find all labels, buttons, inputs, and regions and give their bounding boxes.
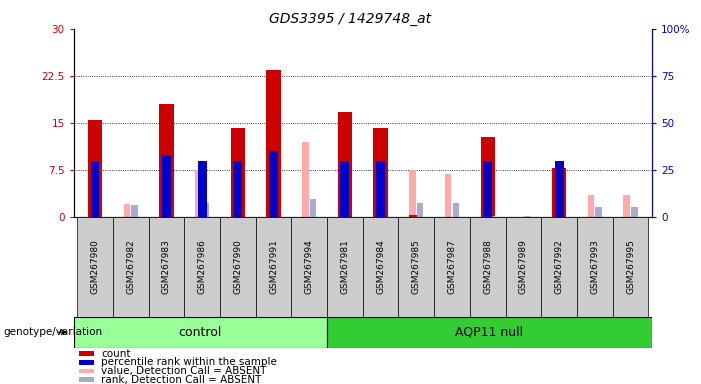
Bar	[417, 203, 423, 217]
Bar	[195, 170, 201, 217]
Bar	[524, 216, 531, 217]
Bar	[233, 161, 243, 217]
Bar	[79, 369, 94, 374]
FancyBboxPatch shape	[613, 217, 648, 317]
Text: rank, Detection Call = ABSENT: rank, Detection Call = ABSENT	[102, 375, 261, 384]
FancyBboxPatch shape	[256, 217, 292, 317]
Bar	[88, 120, 102, 217]
Bar	[266, 70, 280, 217]
Text: GSM267985: GSM267985	[411, 240, 421, 294]
FancyBboxPatch shape	[398, 217, 434, 317]
Text: GSM267995: GSM267995	[626, 240, 635, 294]
FancyBboxPatch shape	[327, 317, 652, 348]
Bar	[338, 112, 352, 217]
FancyBboxPatch shape	[505, 217, 541, 317]
Bar	[90, 161, 100, 217]
Text: GSM267981: GSM267981	[341, 240, 349, 294]
Bar	[79, 360, 94, 365]
Text: GSM267987: GSM267987	[447, 240, 456, 294]
Bar	[374, 128, 388, 217]
Text: GSM267986: GSM267986	[198, 240, 207, 294]
Bar	[269, 151, 278, 217]
Bar	[162, 155, 171, 217]
Text: GSM267984: GSM267984	[376, 240, 385, 294]
Text: GSM267982: GSM267982	[126, 240, 135, 294]
FancyBboxPatch shape	[363, 217, 398, 317]
Text: GSM267990: GSM267990	[233, 240, 243, 294]
Bar	[483, 161, 492, 217]
Bar	[409, 170, 416, 217]
Text: control: control	[179, 326, 222, 339]
Bar	[489, 216, 495, 217]
Bar	[231, 128, 245, 217]
Text: GSM267991: GSM267991	[269, 240, 278, 294]
Bar	[409, 215, 423, 217]
FancyBboxPatch shape	[434, 217, 470, 317]
Text: percentile rank within the sample: percentile rank within the sample	[102, 358, 277, 367]
Text: GSM267983: GSM267983	[162, 240, 171, 294]
Text: genotype/variation: genotype/variation	[4, 327, 102, 337]
Bar	[302, 142, 308, 217]
Text: GSM267989: GSM267989	[519, 240, 528, 294]
Bar	[481, 137, 495, 217]
FancyBboxPatch shape	[292, 217, 327, 317]
Text: GSM267993: GSM267993	[590, 240, 599, 294]
FancyBboxPatch shape	[541, 217, 577, 317]
Text: GDS3395 / 1429748_at: GDS3395 / 1429748_at	[269, 12, 432, 25]
FancyBboxPatch shape	[577, 217, 613, 317]
Bar	[445, 174, 451, 217]
Bar	[341, 161, 349, 217]
FancyBboxPatch shape	[149, 217, 184, 317]
Bar	[198, 161, 207, 217]
FancyBboxPatch shape	[74, 317, 327, 348]
Bar	[123, 204, 130, 217]
Text: GSM267992: GSM267992	[554, 240, 564, 294]
FancyBboxPatch shape	[113, 217, 149, 317]
Bar	[376, 161, 385, 217]
Bar	[587, 195, 594, 217]
Bar	[631, 207, 638, 217]
FancyBboxPatch shape	[327, 217, 363, 317]
Bar	[623, 195, 630, 217]
Bar	[203, 204, 209, 217]
Bar	[79, 351, 94, 356]
Text: GSM267988: GSM267988	[483, 240, 492, 294]
Bar	[595, 207, 602, 217]
Bar	[554, 161, 564, 217]
FancyBboxPatch shape	[220, 217, 256, 317]
Bar	[310, 199, 316, 217]
Bar	[159, 104, 174, 217]
Bar	[79, 377, 94, 382]
Text: AQP11 null: AQP11 null	[456, 326, 524, 339]
FancyBboxPatch shape	[470, 217, 505, 317]
Text: GSM267994: GSM267994	[305, 240, 314, 294]
Bar	[131, 205, 138, 217]
Text: count: count	[102, 349, 131, 359]
Text: value, Detection Call = ABSENT: value, Detection Call = ABSENT	[102, 366, 267, 376]
FancyBboxPatch shape	[184, 217, 220, 317]
Text: GSM267980: GSM267980	[90, 240, 100, 294]
Bar	[552, 168, 566, 217]
FancyBboxPatch shape	[77, 217, 113, 317]
Bar	[453, 204, 459, 217]
